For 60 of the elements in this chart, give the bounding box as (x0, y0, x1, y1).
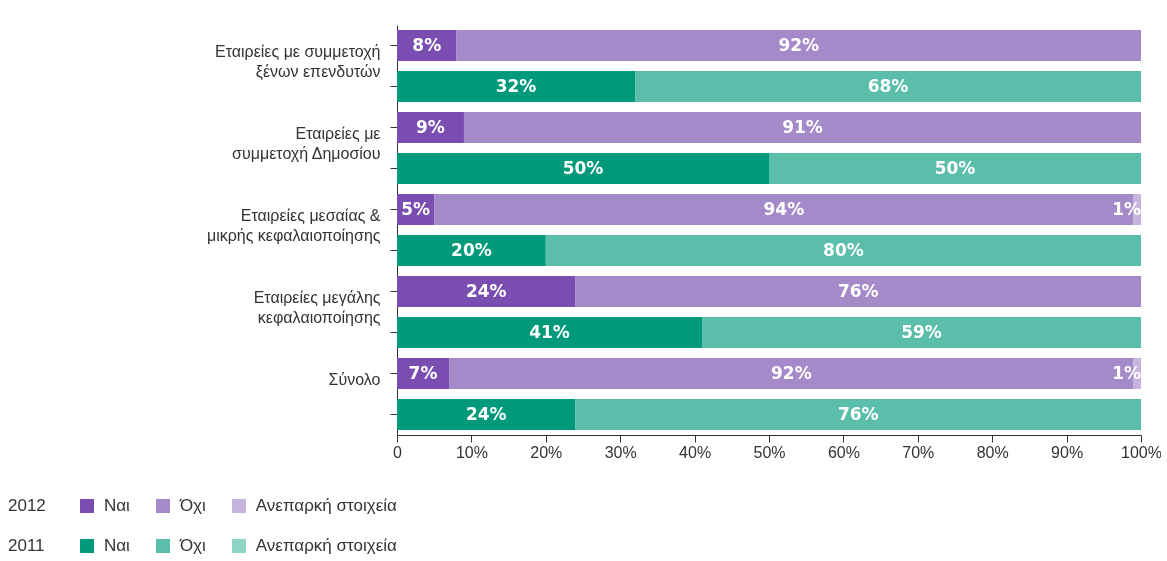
bar (575, 399, 1141, 430)
data-label: 80% (823, 239, 864, 260)
data-label: 68% (867, 75, 909, 96)
x-tick-label: 70% (902, 443, 935, 461)
bar (397, 276, 576, 307)
x-tick-label: 20% (530, 443, 563, 461)
data-label: 24% (465, 403, 507, 424)
data-label: 32% (495, 75, 537, 96)
bar (456, 30, 1141, 61)
data-label: 8% (412, 34, 442, 55)
data-label: 50% (562, 157, 604, 178)
bar (397, 153, 769, 184)
data-label: 91% (782, 116, 823, 137)
bar (769, 153, 1141, 184)
data-label: 92% (778, 34, 820, 55)
x-tick-label: 90% (1051, 443, 1084, 461)
x-tick-label: 0 (393, 443, 403, 461)
data-label: 94% (763, 198, 805, 219)
y-tick-label: Εταιρείες με συμμετοχή Δημοσίου (232, 124, 381, 162)
data-label: 9% (416, 116, 445, 137)
x-tick-label: 50% (753, 443, 786, 461)
legend-label: Όχι (179, 496, 206, 516)
bar (635, 71, 1141, 102)
y-tick-label: Εταιρείες με συμμετοχή ξένων επενδυτών (215, 42, 381, 81)
legend-label: Ναι (104, 536, 130, 556)
legend-label: Ναι (104, 496, 130, 516)
bar (397, 399, 576, 430)
data-label: 1% (1112, 198, 1141, 219)
y-tick-label: Εταιρείες μεγάλης κεφαλαιοποίησης (253, 288, 381, 326)
x-tick-label: 10% (455, 443, 488, 461)
text: 2011 (8, 536, 46, 556)
bar (397, 71, 636, 102)
data-label: 76% (837, 403, 879, 424)
x-tick-label: 30% (604, 443, 637, 461)
y-tick-label: Σύνολο (328, 370, 381, 388)
data-label: 50% (934, 157, 976, 178)
data-label: 7% (408, 362, 438, 383)
data-label: 20% (451, 239, 492, 260)
x-tick-label: 40% (679, 443, 712, 461)
bar (575, 276, 1141, 307)
data-label: 59% (901, 321, 942, 342)
data-label: 92% (770, 362, 812, 383)
y-tick-label: Εταιρείες μεσαίας & μικρής κεφαλαιοποίησης (206, 206, 381, 244)
x-tick-label: 60% (827, 443, 860, 461)
x-tick-label: 100% (1121, 443, 1162, 461)
bar (545, 235, 1141, 266)
data-label: 24% (465, 280, 507, 301)
bar (397, 235, 546, 266)
bar (463, 112, 1141, 143)
data-label: 1% (1112, 362, 1141, 383)
data-label: 41% (529, 321, 570, 342)
legend-label: Ανεπαρκή στοιχεία (255, 496, 397, 516)
data-label: 76% (837, 280, 879, 301)
legend-label: Ανεπαρκή στοιχεία (255, 536, 397, 556)
legend-label: Όχι (179, 536, 206, 556)
bar (702, 317, 1141, 348)
text: 2012 (8, 496, 47, 516)
data-label: 5% (401, 198, 431, 219)
bar (397, 317, 703, 348)
x-tick-label: 80% (976, 443, 1009, 461)
